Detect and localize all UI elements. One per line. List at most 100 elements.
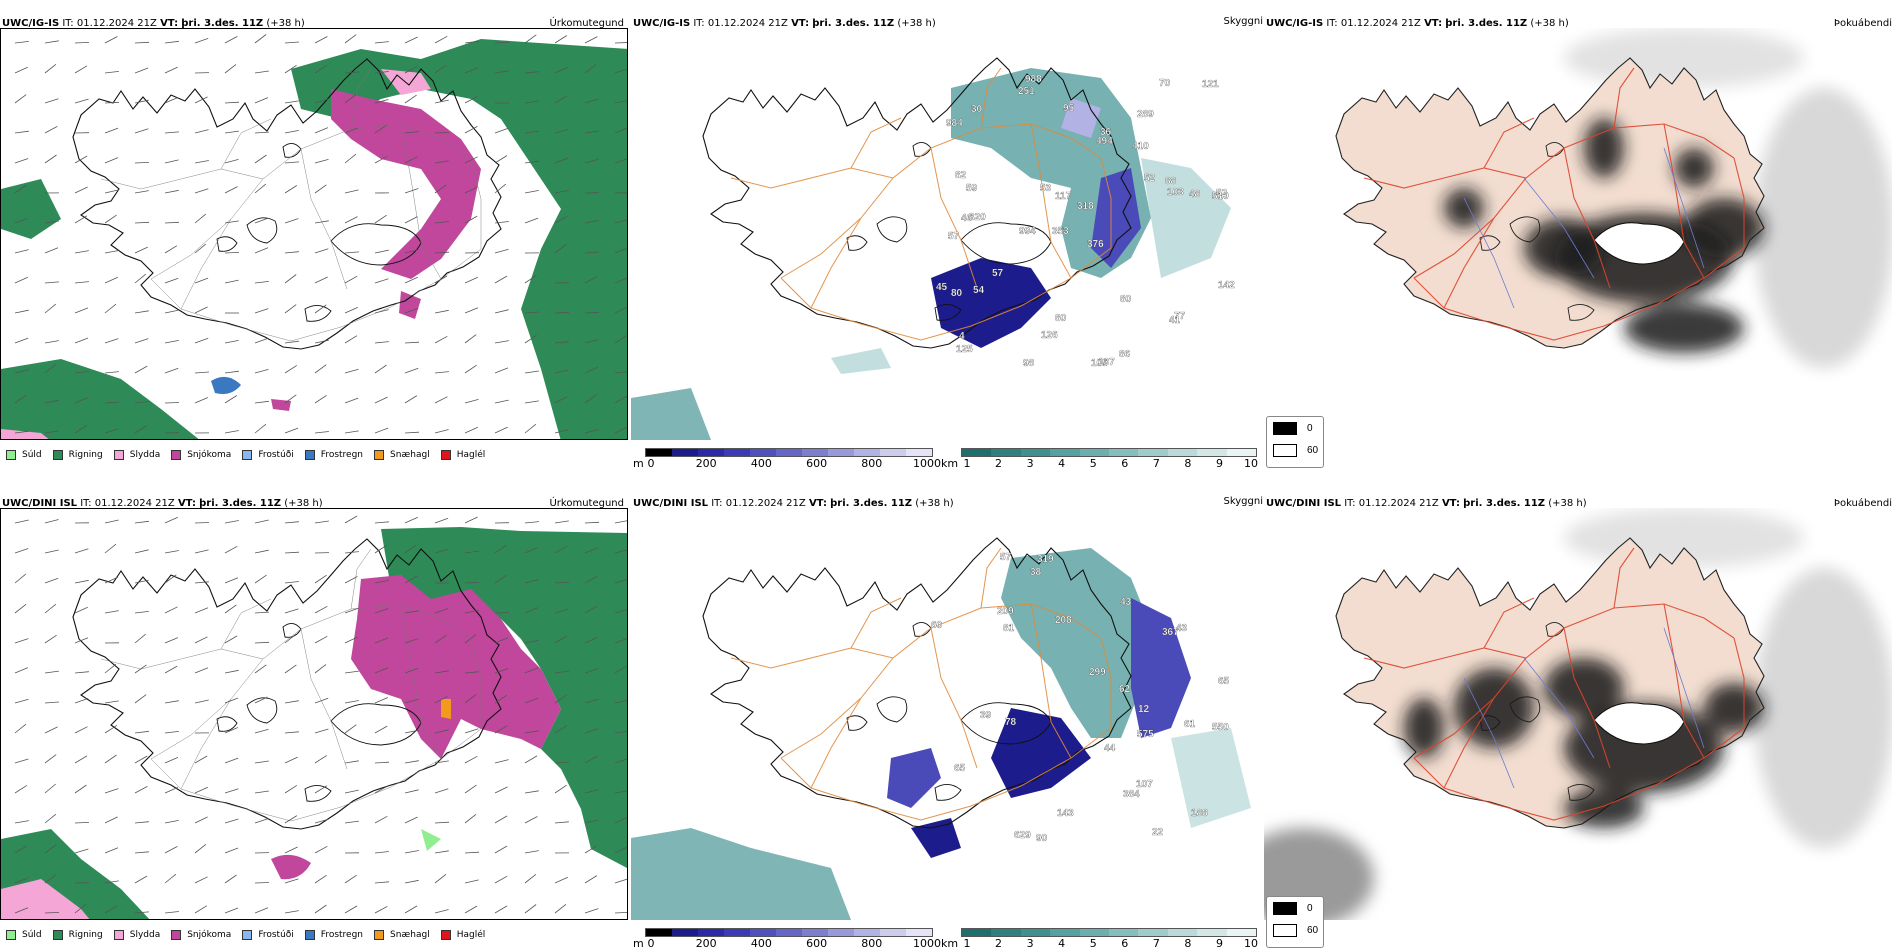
wind-barb [14, 41, 29, 44]
wind-barb [44, 303, 57, 314]
wind-barb [314, 574, 327, 584]
panel-title: UWC/IG-IS IT: 01.12.2024 21Z VT: þri. 3.… [1266, 18, 1569, 29]
wind-barb [464, 186, 478, 194]
colorbar-tick-label: 1000 [913, 457, 941, 470]
panel-fog-top: UWC/IG-IS IT: 01.12.2024 21Z VT: þri. 3.… [1264, 12, 1892, 470]
wind-barb [254, 70, 269, 74]
cloud-base-label: 43 [1120, 597, 1132, 608]
wind-barb [14, 845, 28, 854]
low-visibility-area [631, 388, 711, 440]
wind-barb [194, 667, 209, 674]
road-line [850, 597, 902, 649]
precip-legend-label: Rigning [68, 450, 103, 460]
cloud-base-label: 57 [1000, 552, 1012, 563]
wind-barb [104, 428, 119, 434]
wind-barb [314, 36, 328, 44]
wind-barb [74, 371, 89, 374]
colorbar-tick-label: 2 [995, 457, 1003, 470]
wind-barb [194, 277, 209, 284]
wind-barb [284, 304, 297, 314]
glacier-outline-path [1567, 304, 1595, 321]
cloud-base-label: 60 [931, 620, 943, 631]
wind-barb [584, 819, 599, 824]
wind-barb [134, 365, 148, 374]
low-cloud-area [1091, 168, 1141, 268]
cloud-base-label: 39 [980, 710, 992, 721]
wind-barb [134, 128, 149, 134]
wind-barb [104, 788, 119, 794]
wind-barb [254, 423, 267, 434]
wind-barb [494, 399, 509, 404]
wind-barb [434, 64, 447, 74]
wind-barb [554, 876, 568, 884]
wind-barb [284, 394, 297, 404]
wind-barb [314, 276, 328, 284]
cloud-base-label: 107 [1136, 779, 1153, 790]
panel-title: UWC/DINI ISL IT: 01.12.2024 21Z VT: þri.… [2, 498, 323, 509]
wind-barb [164, 189, 179, 194]
colorbar-unit: m [633, 457, 644, 470]
wind-barb [344, 724, 357, 734]
wind-barb [344, 34, 357, 44]
panel-fog-bottom: UWC/DINI ISL IT: 01.12.2024 21Z VT: þri.… [1264, 492, 1892, 950]
wind-barb [14, 785, 28, 794]
wind-barb [374, 580, 389, 584]
wind-barb [494, 340, 509, 344]
wind-barb [254, 790, 269, 794]
colorbar-unit: km [941, 457, 959, 470]
wind-barb [194, 607, 209, 614]
wind-barb [104, 754, 117, 764]
cloud-base-label: 80 [1055, 313, 1067, 324]
wind-barb [74, 606, 88, 614]
wind-barb [494, 70, 509, 74]
precip-legend-item: Haglél [440, 448, 485, 462]
wind-barb [374, 155, 388, 164]
wind-barb [404, 668, 419, 674]
wind-barb [434, 309, 449, 314]
wind-barb [134, 221, 150, 224]
river-line [1523, 657, 1595, 759]
wind-barb [404, 276, 418, 284]
snow-area [331, 89, 481, 279]
rain-area [381, 527, 627, 868]
wind-barb [374, 761, 390, 764]
wind-barb [44, 519, 59, 524]
colorbar-tick-label: 3 [1026, 937, 1034, 950]
wind-barb [464, 126, 478, 134]
wind-barb [494, 694, 507, 704]
precip-legend-item: Haglél [440, 928, 485, 942]
wind-barb [254, 217, 269, 224]
precip-legend-swatch [374, 930, 385, 940]
wind-barb [464, 516, 478, 524]
cloud-base-label: 103 [1167, 187, 1184, 198]
cloud-base-label: 550 [1212, 722, 1229, 733]
wind-barb [464, 156, 478, 164]
road-line [1613, 547, 1635, 609]
precip-type-legend: Súld Rigning Slydda Snjókoma Frostúði Frostre… [6, 448, 496, 462]
fog-blob [1584, 118, 1624, 178]
wind-barb [14, 369, 29, 374]
wind-barb [614, 731, 627, 734]
road-line [180, 218, 232, 310]
road-line [930, 147, 978, 289]
colorbar-segment [802, 449, 828, 456]
road-line [1030, 603, 1072, 759]
low-visibility-area [1171, 728, 1251, 828]
wind-barb [194, 397, 209, 404]
wind-barb [194, 129, 209, 134]
wind-barb [104, 101, 120, 104]
wind-barb [134, 821, 149, 824]
road-network [730, 547, 1112, 821]
cloud-base-label: 62 [1119, 684, 1131, 695]
wind-barb [134, 273, 147, 284]
wind-barb [14, 249, 29, 254]
wind-barb [74, 726, 88, 734]
colorbar-segment [1020, 929, 1051, 936]
wind-barb [584, 251, 600, 254]
wind-barb [614, 371, 627, 374]
wind-barb [524, 521, 539, 524]
colorbar-tick-label: 400 [750, 937, 772, 950]
wind-barb [434, 696, 448, 704]
cloud-base-label: 629 [1014, 830, 1031, 841]
wind-barb [104, 576, 118, 584]
